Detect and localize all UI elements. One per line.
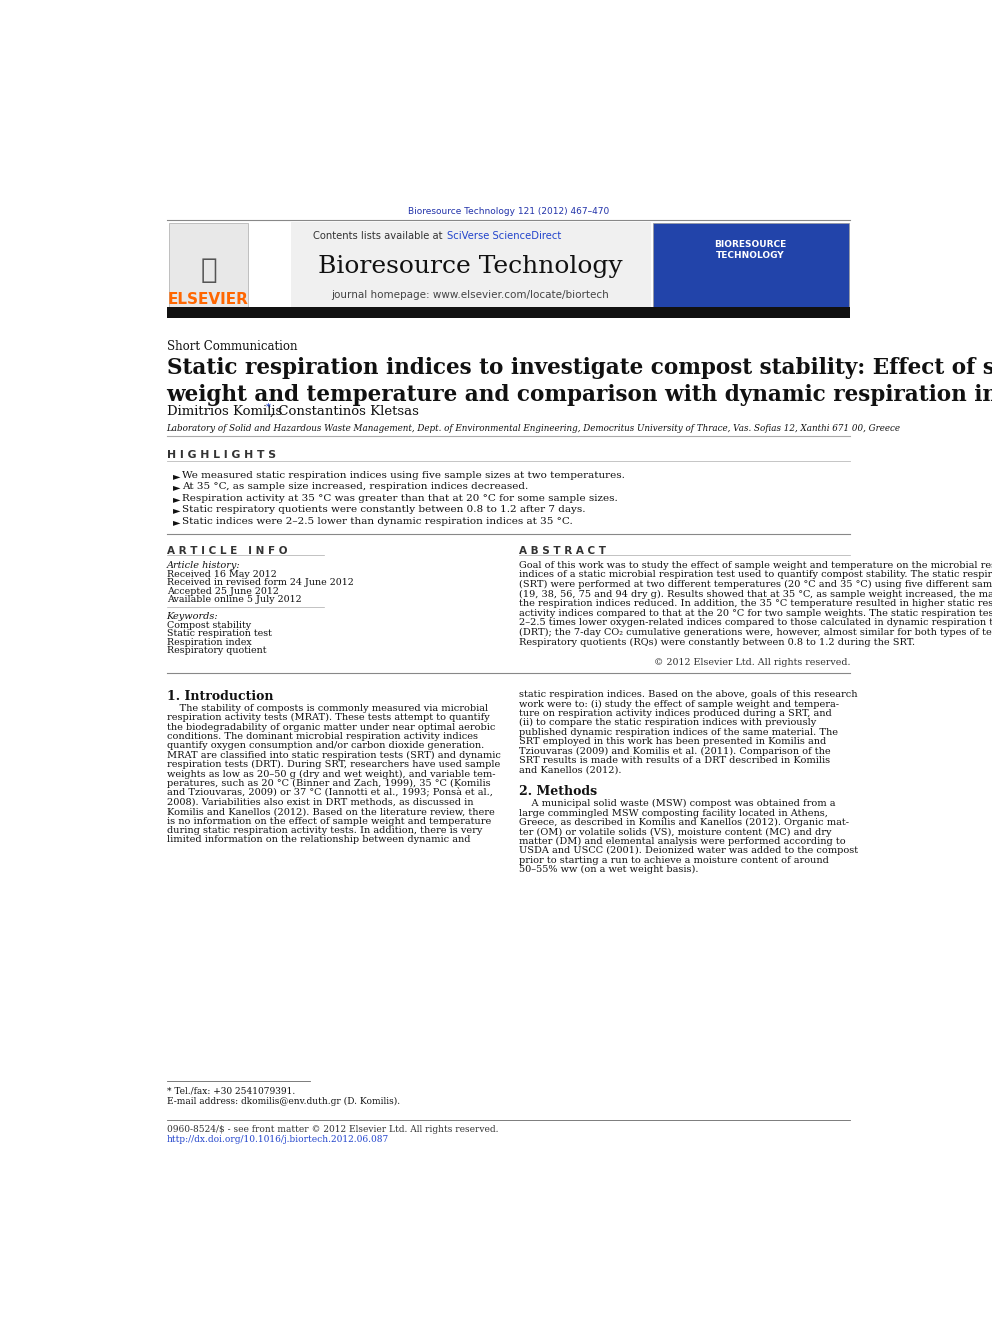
Text: USDA and USCC (2001). Deionized water was added to the compost: USDA and USCC (2001). Deionized water wa…	[519, 847, 858, 856]
Text: Short Communication: Short Communication	[167, 340, 298, 353]
Text: Dimitrios Komilis: Dimitrios Komilis	[167, 405, 282, 418]
Text: *: *	[266, 402, 271, 411]
Text: ►: ►	[173, 493, 181, 504]
Text: E-mail address: dkomilis@env.duth.gr (D. Komilis).: E-mail address: dkomilis@env.duth.gr (D.…	[167, 1097, 400, 1106]
Text: Static respiration indices to investigate compost stability: Effect of sample
we: Static respiration indices to investigat…	[167, 357, 992, 406]
Text: activity indices compared to that at the 20 °C for two sample weights. The stati: activity indices compared to that at the…	[519, 609, 992, 618]
Text: Respiratory quotients (RQs) were constantly between 0.8 to 1.2 during the SRT.: Respiratory quotients (RQs) were constan…	[519, 638, 916, 647]
Text: ELSEVIER: ELSEVIER	[168, 292, 249, 307]
Text: 50–55% ww (on a wet weight basis).: 50–55% ww (on a wet weight basis).	[519, 865, 698, 875]
Text: (19, 38, 56, 75 and 94 dry g). Results showed that at 35 °C, as sample weight in: (19, 38, 56, 75 and 94 dry g). Results s…	[519, 590, 992, 599]
Text: and Tziouvaras, 2009) or 37 °C (Iannotti et al., 1993; Ponsà et al.,: and Tziouvaras, 2009) or 37 °C (Iannotti…	[167, 789, 492, 798]
Text: Article history:: Article history:	[167, 561, 240, 570]
Text: ►: ►	[173, 505, 181, 515]
Text: Laboratory of Solid and Hazardous Waste Management, Dept. of Environmental Engin: Laboratory of Solid and Hazardous Waste …	[167, 423, 901, 433]
Text: SciVerse ScienceDirect: SciVerse ScienceDirect	[447, 230, 561, 241]
Text: Static indices were 2–2.5 lower than dynamic respiration indices at 35 °C.: Static indices were 2–2.5 lower than dyn…	[183, 517, 572, 525]
Text: peratures, such as 20 °C (Binner and Zach, 1999), 35 °C (Komilis: peratures, such as 20 °C (Binner and Zac…	[167, 779, 490, 789]
Text: Tziouvaras (2009) and Komilis et al. (2011). Comparison of the: Tziouvaras (2009) and Komilis et al. (20…	[519, 746, 831, 755]
Text: Keywords:: Keywords:	[167, 611, 218, 620]
Text: is no information on the effect of sample weight and temperature: is no information on the effect of sampl…	[167, 816, 491, 826]
Text: Bioresource Technology 121 (2012) 467–470: Bioresource Technology 121 (2012) 467–47…	[408, 206, 609, 216]
Text: A municipal solid waste (MSW) compost was obtained from a: A municipal solid waste (MSW) compost wa…	[519, 799, 835, 808]
Text: Compost stability: Compost stability	[167, 620, 251, 630]
Text: Bioresource Technology: Bioresource Technology	[318, 255, 623, 278]
Text: the biodegradability of organic matter under near optimal aerobic: the biodegradability of organic matter u…	[167, 722, 495, 732]
Text: 2. Methods: 2. Methods	[519, 786, 597, 798]
Text: weights as low as 20–50 g (dry and wet weight), and variable tem-: weights as low as 20–50 g (dry and wet w…	[167, 770, 495, 779]
Text: journal homepage: www.elsevier.com/locate/biortech: journal homepage: www.elsevier.com/locat…	[331, 290, 609, 300]
Text: (DRT); the 7-day CO₂ cumulative generations were, however, almost similar for bo: (DRT); the 7-day CO₂ cumulative generati…	[519, 628, 992, 638]
Text: Received 16 May 2012: Received 16 May 2012	[167, 570, 277, 579]
Bar	[169, 222, 248, 310]
Text: We measured static respiration indices using five sample sizes at two temperatur: We measured static respiration indices u…	[183, 471, 625, 480]
Bar	[653, 222, 848, 310]
Text: 2–2.5 times lower oxygen-related indices compared to those calculated in dynamic: 2–2.5 times lower oxygen-related indices…	[519, 618, 992, 627]
Text: http://dx.doi.org/10.1016/j.biortech.2012.06.087: http://dx.doi.org/10.1016/j.biortech.201…	[167, 1135, 389, 1144]
Text: limited information on the relationship between dynamic and: limited information on the relationship …	[167, 835, 470, 844]
Text: published dynamic respiration indices of the same material. The: published dynamic respiration indices of…	[519, 728, 838, 737]
Text: Received in revised form 24 June 2012: Received in revised form 24 June 2012	[167, 578, 353, 587]
Text: (ii) to compare the static respiration indices with previously: (ii) to compare the static respiration i…	[519, 718, 816, 728]
Text: * Tel./fax: +30 2541079391.: * Tel./fax: +30 2541079391.	[167, 1086, 295, 1095]
Text: Contents lists available at: Contents lists available at	[313, 230, 445, 241]
Text: Available online 5 July 2012: Available online 5 July 2012	[167, 595, 302, 605]
Text: H I G H L I G H T S: H I G H L I G H T S	[167, 450, 276, 460]
Text: Respiratory quotient: Respiratory quotient	[167, 646, 266, 655]
Text: A R T I C L E   I N F O: A R T I C L E I N F O	[167, 546, 287, 556]
Text: prior to starting a run to achieve a moisture content of around: prior to starting a run to achieve a moi…	[519, 856, 829, 865]
Text: during static respiration activity tests. In addition, there is very: during static respiration activity tests…	[167, 826, 482, 835]
Text: Static respiratory quotients were constantly between 0.8 to 1.2 after 7 days.: Static respiratory quotients were consta…	[183, 505, 585, 515]
Text: ►: ►	[173, 471, 181, 480]
Text: SRT results is made with results of a DRT described in Komilis: SRT results is made with results of a DR…	[519, 755, 830, 765]
Text: Goal of this work was to study the effect of sample weight and temperature on th: Goal of this work was to study the effec…	[519, 561, 992, 570]
Text: SRT employed in this work has been presented in Komilis and: SRT employed in this work has been prese…	[519, 737, 826, 746]
Text: Komilis and Kanellos (2012). Based on the literature review, there: Komilis and Kanellos (2012). Based on th…	[167, 807, 494, 816]
Text: large commingled MSW composting facility located in Athens,: large commingled MSW composting facility…	[519, 808, 828, 818]
Text: 🌳: 🌳	[200, 257, 217, 284]
Text: static respiration indices. Based on the above, goals of this research: static respiration indices. Based on the…	[519, 691, 858, 699]
Text: 0960-8524/$ - see front matter © 2012 Elsevier Ltd. All rights reserved.: 0960-8524/$ - see front matter © 2012 El…	[167, 1125, 498, 1134]
Text: and Kanellos (2012).: and Kanellos (2012).	[519, 765, 622, 774]
Text: ter (OM) or volatile solids (VS), moisture content (MC) and dry: ter (OM) or volatile solids (VS), moistu…	[519, 827, 831, 836]
Text: Accepted 25 June 2012: Accepted 25 June 2012	[167, 587, 279, 595]
Text: 1. Introduction: 1. Introduction	[167, 691, 273, 703]
Text: BIORESOURCE
TECHNOLOGY: BIORESOURCE TECHNOLOGY	[714, 239, 787, 259]
Text: quantify oxygen consumption and/or carbon dioxide generation.: quantify oxygen consumption and/or carbo…	[167, 741, 484, 750]
Bar	[291, 222, 651, 311]
Text: MRAT are classified into static respiration tests (SRT) and dynamic: MRAT are classified into static respirat…	[167, 751, 501, 759]
Text: ►: ►	[173, 517, 181, 527]
Text: © 2012 Elsevier Ltd. All rights reserved.: © 2012 Elsevier Ltd. All rights reserved…	[654, 658, 850, 667]
Text: The stability of composts is commonly measured via microbial: The stability of composts is commonly me…	[167, 704, 488, 713]
Text: the respiration indices reduced. In addition, the 35 °C temperature resulted in : the respiration indices reduced. In addi…	[519, 599, 992, 609]
Text: Respiration activity at 35 °C was greater than that at 20 °C for some sample siz: Respiration activity at 35 °C was greate…	[183, 493, 618, 503]
Bar	[167, 307, 850, 318]
Text: work were to: (i) study the effect of sample weight and tempera-: work were to: (i) study the effect of sa…	[519, 700, 839, 709]
Text: At 35 °C, as sample size increased, respiration indices decreased.: At 35 °C, as sample size increased, resp…	[183, 482, 529, 491]
Text: ►: ►	[173, 482, 181, 492]
Text: A B S T R A C T: A B S T R A C T	[519, 546, 606, 556]
Text: Static respiration test: Static respiration test	[167, 630, 272, 638]
Text: 2008). Variabilities also exist in DRT methods, as discussed in: 2008). Variabilities also exist in DRT m…	[167, 798, 473, 807]
Text: conditions. The dominant microbial respiration activity indices: conditions. The dominant microbial respi…	[167, 732, 477, 741]
Text: respiration tests (DRT). During SRT, researchers have used sample: respiration tests (DRT). During SRT, res…	[167, 761, 500, 770]
Text: ture on respiration activity indices produced during a SRT, and: ture on respiration activity indices pro…	[519, 709, 832, 718]
Text: (SRT) were performed at two different temperatures (20 °C and 35 °C) using five : (SRT) were performed at two different te…	[519, 579, 992, 589]
Text: matter (DM) and elemental analysis were performed according to: matter (DM) and elemental analysis were …	[519, 837, 846, 845]
Text: respiration activity tests (MRAT). These tests attempt to quantify: respiration activity tests (MRAT). These…	[167, 713, 489, 722]
Text: Respiration index: Respiration index	[167, 638, 251, 647]
Text: , Constantinos Kletsas: , Constantinos Kletsas	[270, 405, 419, 418]
Text: indices of a static microbial respiration test used to quantify compost stabilit: indices of a static microbial respiratio…	[519, 570, 992, 579]
Text: Greece, as described in Komilis and Kanellos (2012). Organic mat-: Greece, as described in Komilis and Kane…	[519, 818, 849, 827]
